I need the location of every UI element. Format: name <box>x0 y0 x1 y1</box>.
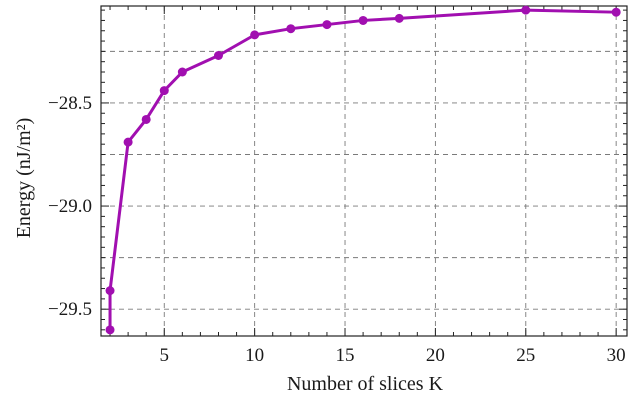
ticks: 5 10 15 20 25 30 −28.5 −29.0 −29.5 <box>48 6 627 366</box>
data-point-5 <box>177 67 187 77</box>
y-tick-label-0: −28.5 <box>48 93 92 114</box>
x-tick-label-3: 20 <box>426 345 445 366</box>
data-point-13 <box>611 7 621 17</box>
data-point-4 <box>159 86 169 96</box>
grid <box>101 6 627 336</box>
data-point-12 <box>521 5 531 15</box>
data-point-7 <box>250 30 260 40</box>
data-point-2 <box>123 137 133 147</box>
data-point-8 <box>286 24 296 34</box>
data-point-6 <box>213 51 223 60</box>
data-point-3 <box>141 114 151 124</box>
plot-frame <box>100 5 628 337</box>
data-point-1 <box>105 286 115 296</box>
series-line-0 <box>108 8 617 330</box>
x-axis-title: Number of slices K <box>287 373 444 395</box>
series <box>105 5 621 335</box>
plot-border <box>100 5 628 337</box>
x-tick-label-1: 10 <box>245 345 264 366</box>
x-tick-label-2: 15 <box>336 345 355 366</box>
data-point-11 <box>394 13 404 23</box>
y-tick-label-2: −29.5 <box>48 299 92 320</box>
x-tick-label-5: 30 <box>607 345 626 366</box>
y-axis-title: Energy (nJ/m²) <box>13 118 35 239</box>
y-tick-label-1: −29.0 <box>48 196 92 217</box>
data-point-10 <box>358 15 368 25</box>
data-point-0 <box>105 325 115 335</box>
data-point-9 <box>322 20 332 30</box>
x-tick-label-4: 25 <box>516 345 535 366</box>
x-tick-label-0: 5 <box>160 345 170 366</box>
